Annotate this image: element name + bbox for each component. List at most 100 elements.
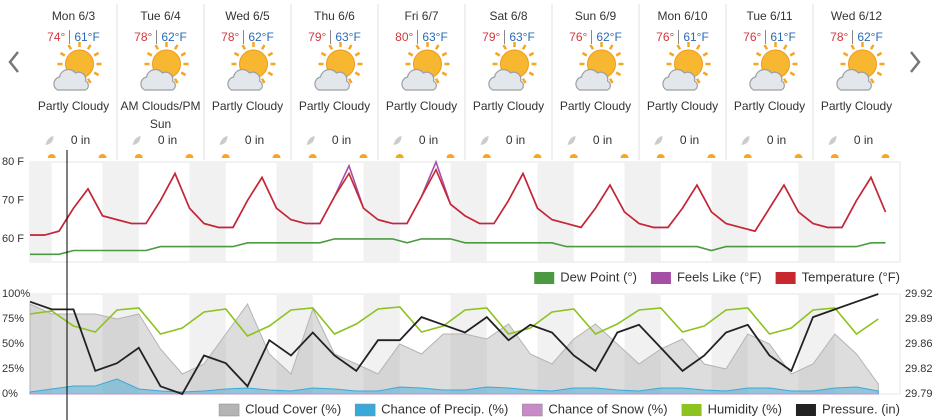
precip: 0 in [378, 133, 465, 147]
sun-ray [267, 71, 274, 77]
day-label: Wed 6/5 [204, 9, 291, 23]
cloud [53, 68, 89, 91]
day-label: Tue 6/4 [117, 9, 204, 23]
sun-ray [755, 51, 762, 57]
sun-ray [876, 51, 883, 57]
condition: Partly Cloudy [32, 97, 115, 115]
sun-ray [180, 71, 187, 77]
night-band [450, 162, 487, 262]
sun-ray [173, 78, 179, 84]
low-temp: 62°F [243, 30, 274, 44]
precip-amount: 0 in [766, 133, 787, 147]
sun-ray [320, 51, 327, 57]
sun-marker [533, 154, 542, 158]
day-label: Mon 6/3 [30, 9, 117, 23]
night-band [711, 162, 748, 262]
low-temp: 63°F [330, 30, 361, 44]
high-temp: 74° [47, 30, 66, 44]
legend-label: Dew Point (°) [560, 269, 637, 284]
precip-amount: 0 in [853, 133, 874, 147]
y2-tick-label: 29.82 [905, 363, 933, 375]
sun-ray [347, 44, 353, 50]
condition-text: Partly Cloudy [298, 99, 371, 113]
low-temp: 62°F [156, 30, 187, 44]
condition: Partly Cloudy [554, 97, 637, 115]
legend-swatch [681, 404, 702, 416]
legend-label: Feels Like (°F) [677, 269, 762, 284]
day-name: Tue 6/4 [140, 9, 181, 23]
precip: 0 in [30, 133, 117, 147]
sun-marker [620, 154, 629, 158]
precip-amount: 0 in [157, 133, 178, 147]
line [29, 293, 879, 396]
drop-icon [480, 136, 489, 145]
precip-amount: 0 in [244, 133, 265, 147]
sun-ray [354, 51, 361, 57]
next-arrow-icon[interactable] [910, 51, 921, 73]
y2-tick-label: 29.92 [905, 288, 933, 300]
y-tick-label: 80 F [2, 156, 24, 168]
drop-icon [219, 136, 228, 145]
day-column: Sat 6/8 79° 63°F Partly Cloudy 0 in [465, 0, 552, 160]
line [29, 306, 879, 337]
day-name: Tue 6/11 [746, 9, 793, 23]
temps: 74° 61°F [30, 30, 117, 44]
sun-ray [434, 44, 440, 50]
temps: 80° 63°F [378, 30, 465, 44]
y-tick-label: 60 F [2, 233, 24, 245]
temps: 79° 63°F [465, 30, 552, 44]
precip: 0 in [552, 133, 639, 147]
area [29, 378, 879, 395]
high-temp: 78° [221, 30, 240, 44]
sun-ray [695, 78, 701, 84]
day-name: Mon 6/10 [657, 9, 708, 23]
night-band [189, 294, 226, 394]
weather-icon [749, 42, 798, 91]
drop-icon [393, 136, 402, 145]
sun-marker [881, 154, 890, 158]
legend-label: Chance of Snow (%) [548, 401, 667, 416]
low-temp: 61°F [69, 30, 100, 44]
legend-label: Cloud Cover (%) [245, 401, 341, 416]
sun-ray [842, 51, 849, 57]
condition-text: Partly Cloudy [472, 99, 545, 113]
day-label: Mon 6/10 [639, 9, 726, 23]
precip: 0 in [726, 133, 813, 147]
sun-ray [676, 44, 682, 50]
sun-marker [794, 154, 803, 158]
condition: AM Clouds/PM Sun [119, 97, 202, 133]
sun-ray [233, 51, 240, 57]
sun-ray [260, 44, 266, 50]
prev-arrow[interactable] [4, 48, 24, 76]
high-temp: 79° [308, 30, 327, 44]
night-band [30, 294, 52, 394]
drop-icon [741, 136, 750, 145]
low-temp: 63°F [417, 30, 448, 44]
day-name: Fri 6/7 [404, 9, 439, 23]
day-column: Thu 6/6 79° 63°F Partly Cloudy 0 in [291, 0, 378, 160]
next-arrow[interactable] [905, 48, 925, 76]
sun-ray [789, 71, 796, 77]
day-label: Sun 6/9 [552, 9, 639, 23]
legend-swatch [650, 272, 671, 284]
sun-marker [134, 154, 143, 158]
night-band [624, 162, 661, 262]
area [29, 302, 879, 395]
prev-arrow-icon[interactable] [8, 51, 19, 73]
sun-ray [180, 51, 187, 57]
sun-ray [581, 51, 588, 57]
night-band [276, 294, 313, 394]
sun-marker [359, 154, 368, 158]
y2-tick-label: 29.89 [905, 313, 933, 325]
condition-text: Partly Cloudy [385, 99, 458, 113]
drop-icon [132, 136, 141, 145]
night-band [624, 294, 661, 394]
high-temp: 78° [830, 30, 849, 44]
low-temp: 61°F [765, 30, 796, 44]
y2-tick-label: 29.86 [905, 338, 933, 350]
condition: Partly Cloudy [815, 97, 898, 115]
temps: 78° 62°F [204, 30, 291, 44]
sun-ray [434, 78, 440, 84]
legend-swatch [795, 404, 816, 416]
sun-marker [395, 154, 404, 158]
